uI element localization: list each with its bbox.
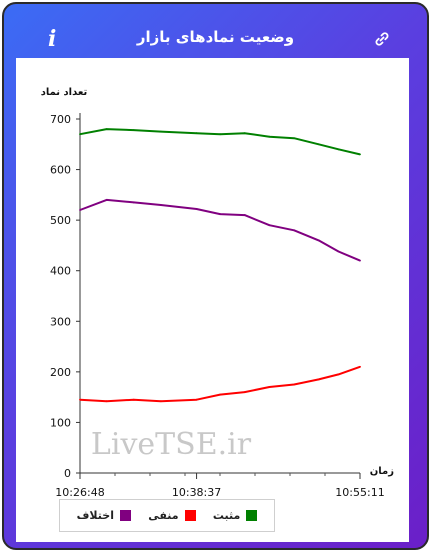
- data-point-negative: [359, 365, 361, 368]
- chart-legend: مثبت منفی اختلاف: [59, 499, 275, 532]
- series-line-positive: [79, 128, 361, 156]
- data-point-difference: [219, 213, 221, 215]
- data-point-difference: [159, 204, 162, 206]
- chart-panel: تعداد نماد زمان LiveTSE.ir 0 100 200 300 400…: [16, 58, 409, 542]
- x-axis-label: زمان: [370, 466, 394, 477]
- data-point-negative: [268, 386, 271, 388]
- y-tick-label: 100: [50, 416, 71, 429]
- axes: 0 100 200 300 400 500 600 700 10:26:48 10:38:37 10…: [50, 113, 385, 499]
- y-tick-label: 500: [50, 214, 71, 227]
- y-tick-label: 300: [50, 315, 71, 328]
- legend-item-positive[interactable]: مثبت: [212, 509, 258, 522]
- x-tick-label: 10:55:11: [335, 486, 384, 499]
- data-point-negative: [337, 373, 340, 376]
- market-status-card: i وضعیت نمادهای بازار تعداد نماد زمان Li…: [2, 2, 429, 550]
- link-icon[interactable]: [374, 31, 390, 47]
- y-tick-label: 700: [50, 113, 71, 126]
- legend-label-positive: مثبت: [212, 509, 241, 522]
- data-point-positive: [159, 130, 162, 133]
- series-line-difference: [79, 198, 361, 262]
- legend-label-negative: منفی: [148, 509, 179, 522]
- data-point-negative: [317, 378, 320, 381]
- data-point-difference: [243, 214, 246, 216]
- card-title: وضعیت نمادهای بازار: [136, 28, 295, 46]
- data-point-difference: [293, 229, 295, 232]
- y-tick-label: 200: [50, 366, 71, 379]
- data-point-difference: [105, 199, 108, 201]
- y-axis-label: تعداد نماد: [41, 87, 88, 98]
- data-point-negative: [132, 398, 135, 401]
- data-point-positive: [132, 129, 135, 132]
- y-tick-label: 600: [50, 164, 71, 177]
- data-point-positive: [359, 153, 361, 156]
- data-point-difference: [268, 224, 271, 227]
- data-point-difference: [195, 208, 198, 210]
- legend-swatch-negative: [184, 510, 196, 521]
- data-point-positive: [317, 143, 320, 146]
- data-point-difference: [337, 250, 340, 253]
- data-point-positive: [268, 135, 271, 138]
- series-layer: [79, 128, 361, 403]
- data-point-positive: [293, 137, 295, 140]
- x-tick-label: 10:26:48: [55, 486, 104, 499]
- data-point-difference: [79, 209, 81, 211]
- x-tick-label: 10:38:37: [172, 486, 221, 499]
- data-point-positive: [337, 148, 340, 151]
- legend-swatch-positive: [246, 510, 258, 521]
- legend-item-difference[interactable]: اختلاف: [77, 509, 131, 522]
- data-point-negative: [79, 398, 81, 401]
- data-point-difference: [317, 239, 320, 242]
- y-tick-label: 0: [64, 467, 71, 480]
- data-point-negative: [159, 400, 162, 403]
- data-point-positive: [195, 132, 198, 135]
- legend-item-negative[interactable]: منفی: [148, 509, 196, 522]
- data-point-negative: [293, 383, 295, 386]
- data-point-negative: [243, 391, 246, 393]
- line-chart: تعداد نماد زمان LiveTSE.ir 0 100 200 300 400…: [41, 87, 395, 499]
- y-tick-label: 400: [50, 265, 71, 278]
- info-icon[interactable]: i: [48, 26, 57, 52]
- data-point-positive: [243, 132, 246, 135]
- data-point-positive: [79, 133, 81, 136]
- legend-label-difference: اختلاف: [76, 509, 114, 522]
- series-line-negative: [79, 365, 361, 403]
- card-header: i وضعیت نمادهای بازار: [4, 4, 427, 58]
- data-point-difference: [132, 201, 135, 204]
- data-point-difference: [359, 259, 361, 262]
- legend-swatch-difference: [119, 510, 131, 521]
- data-point-negative: [219, 393, 221, 396]
- data-point-positive: [105, 128, 108, 131]
- data-point-negative: [105, 400, 108, 403]
- data-point-positive: [219, 133, 221, 136]
- watermark: LiveTSE.ir: [91, 427, 252, 462]
- data-point-negative: [195, 398, 198, 401]
